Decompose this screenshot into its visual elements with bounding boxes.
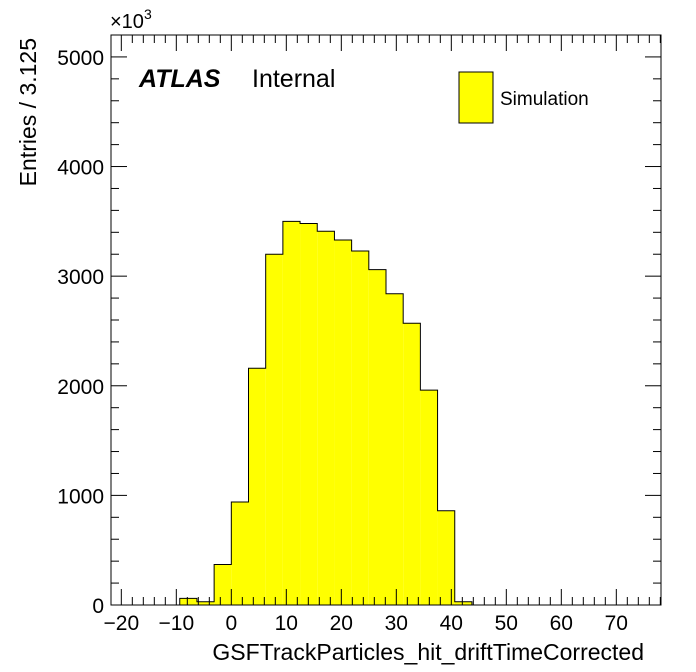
x-tick-label: 40 (440, 612, 463, 635)
y-tick-label: 0 (92, 595, 104, 618)
x-tick-label: 60 (550, 612, 573, 635)
histogram-bar (368, 269, 386, 605)
histogram-bar (334, 239, 352, 605)
x-axis-label: GSFTrackParticles_hit_driftTimeCorrected (212, 639, 644, 665)
legend: Simulation (458, 71, 589, 124)
y-tick-label: 2000 (57, 376, 104, 399)
y-multiplier-label: ×103 (110, 6, 152, 33)
plot-frame (110, 34, 662, 606)
histogram-bar (420, 390, 438, 605)
histogram-bar (403, 323, 421, 605)
x-tick-label: −20 (104, 612, 140, 635)
histogram-bar (386, 293, 404, 605)
histogram-bar (351, 250, 369, 605)
y-tick-labels: 0 1000 2000 3000 4000 5000 (57, 47, 104, 618)
histogram-bar (196, 601, 215, 605)
histogram-bar (265, 254, 283, 605)
y-axis-label: Entries / 3.125 (15, 38, 41, 186)
legend-swatch-simulation (458, 71, 494, 124)
x-tick-label: 50 (495, 612, 518, 635)
x-tick-label: 10 (275, 612, 298, 635)
histogram-bar (282, 221, 301, 605)
axis-ticks (111, 34, 661, 606)
x-tick-label: 30 (385, 612, 408, 635)
histogram-outline (179, 220, 473, 605)
x-tick-label: 70 (605, 612, 628, 635)
y-multiplier-exponent: 3 (144, 6, 152, 22)
histogram-bar (317, 231, 335, 605)
histogram-bar (231, 501, 249, 605)
histogram-bar (300, 223, 318, 606)
x-tick-label: −10 (159, 612, 195, 635)
x-tick-label: 20 (330, 612, 353, 635)
y-tick-label: 4000 (57, 157, 104, 180)
histogram-bar (214, 564, 232, 605)
histogram-bars (179, 220, 473, 606)
x-tick-label: 0 (225, 612, 237, 635)
histogram-bar (437, 510, 455, 605)
histogram-bar (248, 368, 266, 605)
histogram-bar (179, 598, 197, 605)
histogram-bar (454, 601, 472, 605)
internal-label: Internal (252, 65, 335, 93)
legend-label-simulation: Simulation (500, 89, 589, 110)
x-tick-labels: −20 −10 0 10 20 30 40 50 60 70 (104, 612, 628, 635)
atlas-label: ATLAS (138, 65, 221, 93)
y-tick-label: 1000 (57, 485, 104, 508)
y-tick-label: 5000 (57, 47, 104, 70)
y-multiplier-base: ×10 (110, 11, 144, 33)
y-tick-label: 3000 (57, 266, 104, 289)
